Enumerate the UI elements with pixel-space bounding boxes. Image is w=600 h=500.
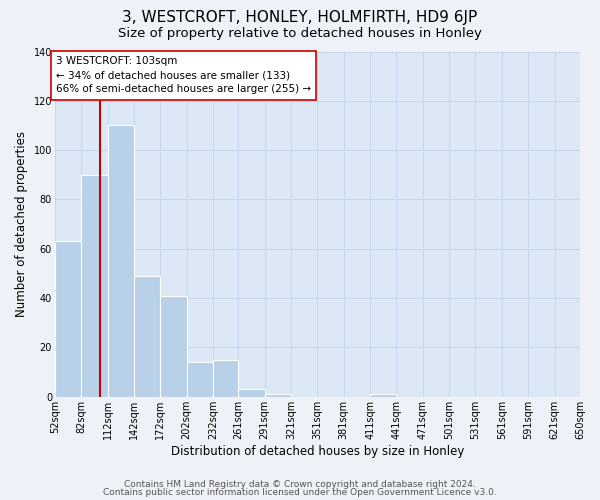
Bar	[134, 276, 160, 397]
Bar	[107, 126, 134, 397]
Bar	[187, 362, 213, 397]
Bar	[213, 360, 238, 397]
X-axis label: Distribution of detached houses by size in Honley: Distribution of detached houses by size …	[171, 444, 464, 458]
Bar	[81, 175, 107, 397]
Text: 3 WESTCROFT: 103sqm
← 34% of detached houses are smaller (133)
66% of semi-detac: 3 WESTCROFT: 103sqm ← 34% of detached ho…	[56, 56, 311, 94]
Text: Size of property relative to detached houses in Honley: Size of property relative to detached ho…	[118, 28, 482, 40]
Bar	[55, 242, 81, 397]
Bar	[265, 394, 291, 397]
Bar	[238, 390, 265, 397]
Text: Contains HM Land Registry data © Crown copyright and database right 2024.: Contains HM Land Registry data © Crown c…	[124, 480, 476, 489]
Y-axis label: Number of detached properties: Number of detached properties	[15, 131, 28, 317]
Bar	[370, 394, 397, 397]
Text: Contains public sector information licensed under the Open Government Licence v3: Contains public sector information licen…	[103, 488, 497, 497]
Text: 3, WESTCROFT, HONLEY, HOLMFIRTH, HD9 6JP: 3, WESTCROFT, HONLEY, HOLMFIRTH, HD9 6JP	[122, 10, 478, 25]
Bar	[160, 296, 187, 397]
